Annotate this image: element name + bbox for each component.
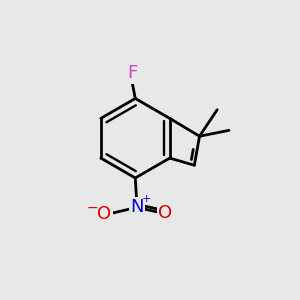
Text: O: O [158, 204, 172, 222]
Text: O: O [97, 205, 111, 223]
Text: −: − [87, 200, 98, 214]
Text: +: + [142, 194, 151, 204]
Text: F: F [127, 64, 137, 82]
Text: N: N [130, 198, 143, 216]
